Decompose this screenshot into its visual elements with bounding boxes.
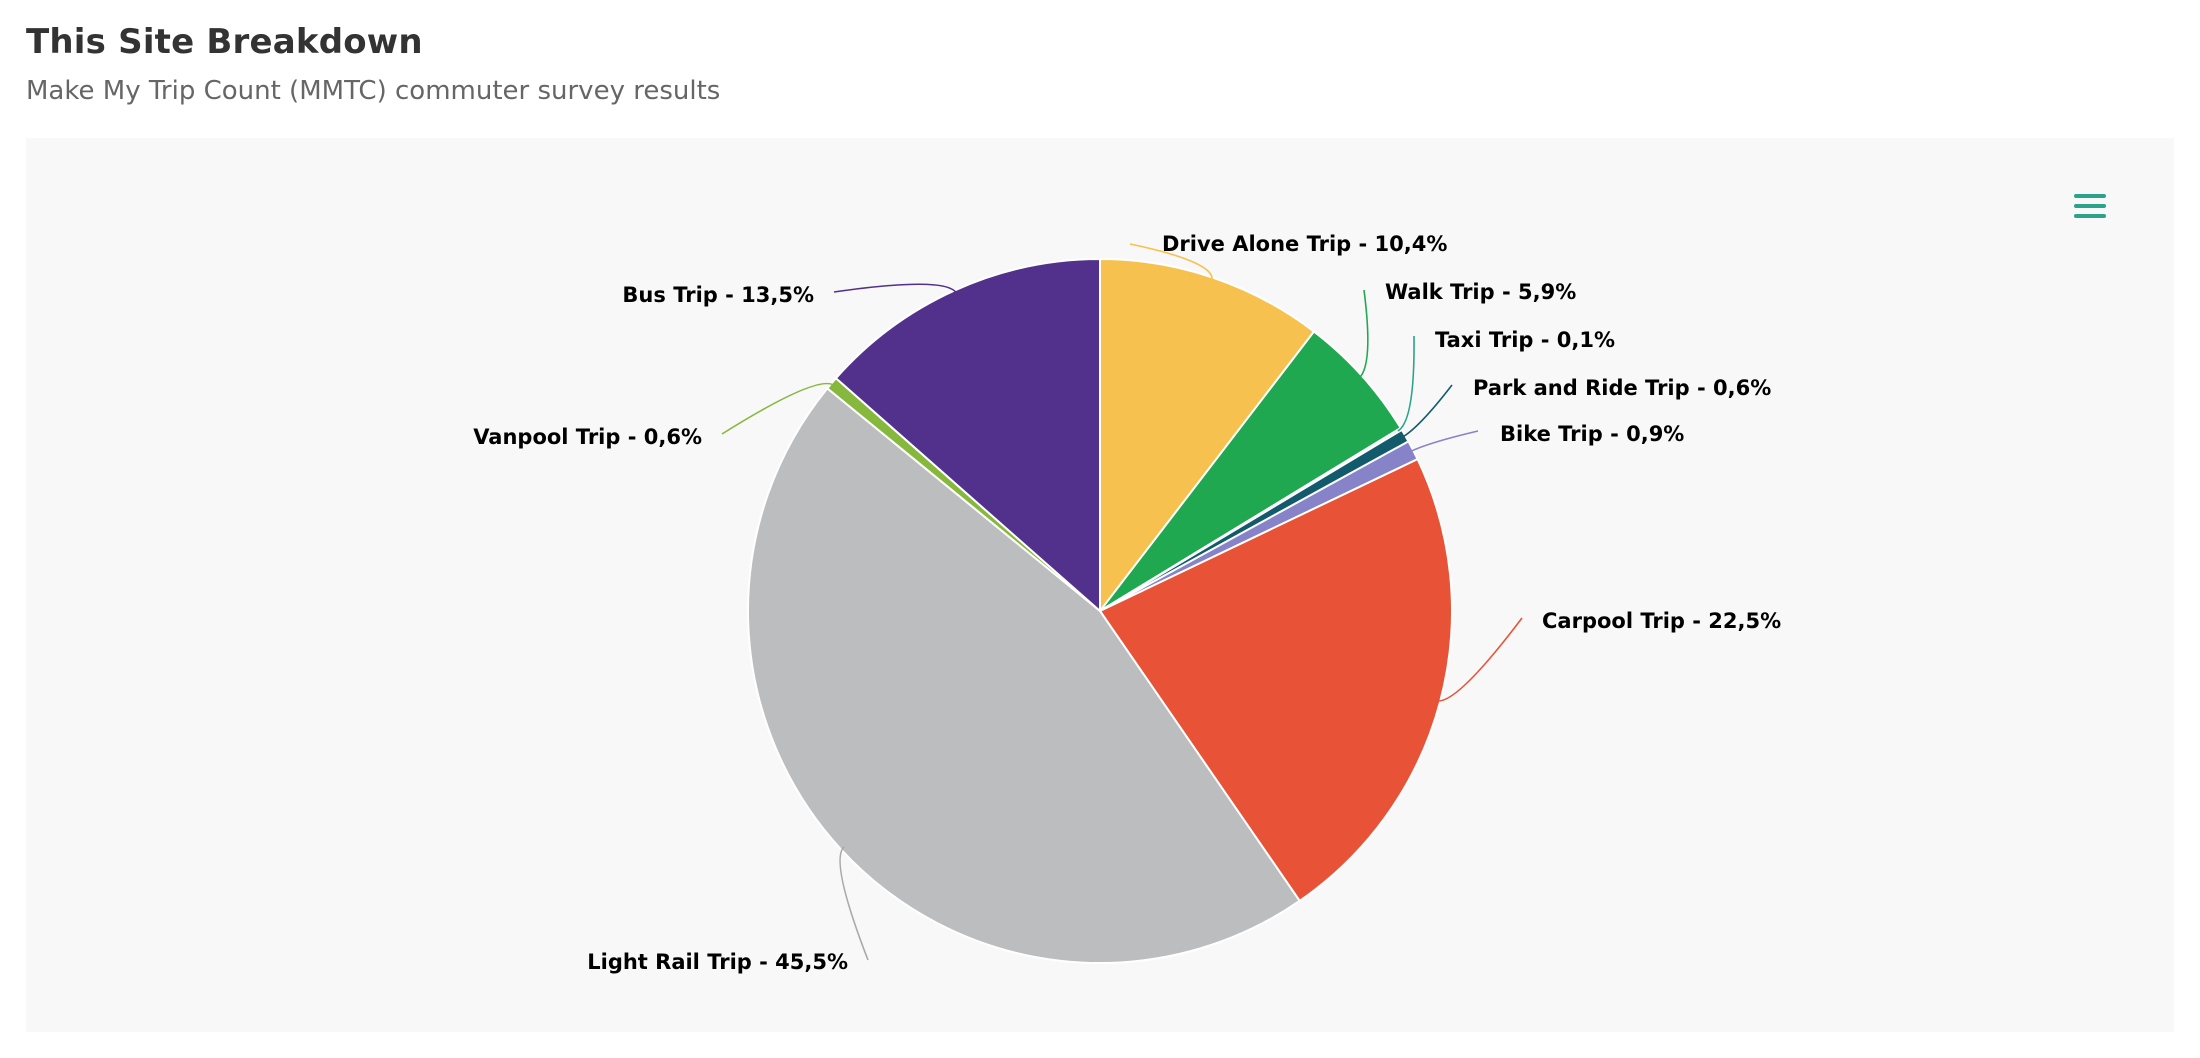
data-labels: Drive Alone Trip - 10,4% Walk Trip - 5,9%… <box>473 232 1781 974</box>
pie-slice-drive-alone-trip[interactable] <box>1099 258 1315 612</box>
connector-bus-trip <box>833 283 958 295</box>
pie-slice-light-rail-trip[interactable] <box>747 387 1301 964</box>
connector-carpool-trip <box>1435 617 1523 702</box>
data-label-light-rail-trip: Light Rail Trip - 45,5% <box>587 950 848 974</box>
chart-panel: Drive Alone Trip - 10,4% Walk Trip - 5,9%… <box>26 138 2174 1032</box>
connector-walk-trip <box>1358 289 1369 379</box>
pie-slice-bus-trip[interactable] <box>834 258 1101 612</box>
data-label-bike-trip: Bike Trip - 0,9% <box>1500 422 1684 446</box>
page-title: This Site Breakdown <box>26 22 423 62</box>
data-label-connectors <box>721 243 1523 961</box>
data-label-taxi-trip: Taxi Trip - 0,1% <box>1435 328 1615 352</box>
connector-light-rail-trip <box>839 846 869 961</box>
connector-vanpool-trip <box>721 382 836 435</box>
data-label-drive-alone-trip: Drive Alone Trip - 10,4% <box>1162 232 1447 256</box>
connector-drive-alone-trip <box>1129 243 1213 282</box>
data-label-bus-trip: Bus Trip - 13,5% <box>622 283 814 307</box>
pie-slices <box>747 258 1453 964</box>
hamburger-menu-icon[interactable] <box>2070 188 2110 224</box>
data-label-carpool-trip: Carpool Trip - 22,5% <box>1542 609 1781 633</box>
pie-chart: Drive Alone Trip - 10,4% Walk Trip - 5,9%… <box>473 232 1781 974</box>
connector-bike-trip <box>1409 430 1479 453</box>
page-subtitle: Make My Trip Count (MMTC) commuter surve… <box>26 76 721 106</box>
connector-taxi-trip <box>1397 335 1415 432</box>
data-label-park-and-ride-trip: Park and Ride Trip - 0,6% <box>1473 376 1771 400</box>
pie-slice-carpool-trip[interactable] <box>1099 458 1453 902</box>
connector-park-and-ride-trip <box>1401 384 1453 439</box>
data-label-walk-trip: Walk Trip - 5,9% <box>1385 280 1576 304</box>
data-label-vanpool-trip: Vanpool Trip - 0,6% <box>473 425 702 449</box>
